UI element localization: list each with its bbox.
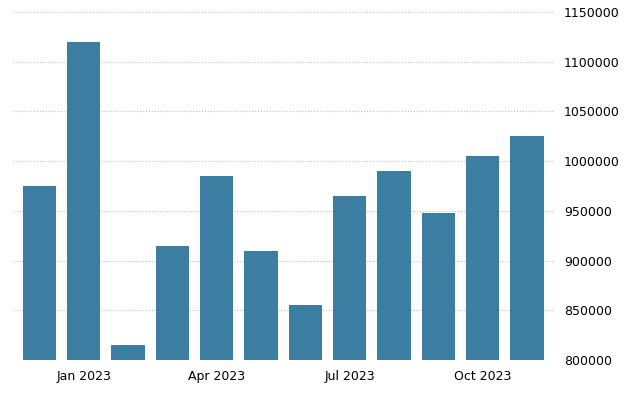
Bar	[67, 42, 100, 400]
Bar	[466, 156, 499, 400]
Bar	[111, 345, 145, 400]
Bar	[289, 305, 322, 400]
Bar	[200, 176, 234, 400]
Bar	[422, 213, 455, 400]
Bar	[244, 251, 278, 400]
Bar	[333, 196, 366, 400]
Bar	[156, 246, 189, 400]
Bar	[378, 171, 411, 400]
Bar	[510, 136, 543, 400]
Bar	[23, 186, 56, 400]
